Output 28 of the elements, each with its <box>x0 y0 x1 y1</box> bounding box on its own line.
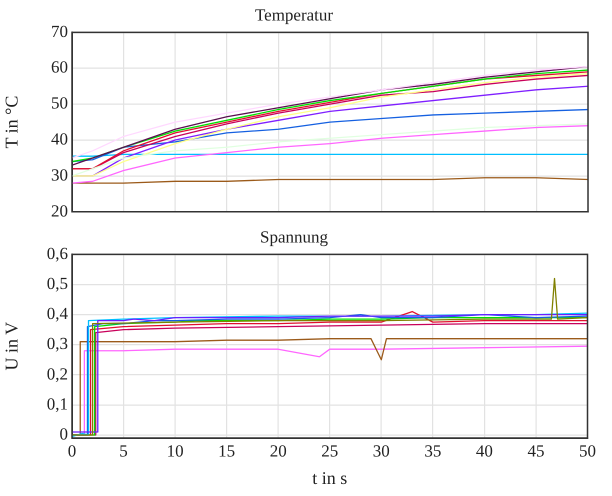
y-tick-label: 30 <box>51 165 68 184</box>
y-tick-label: 0 <box>60 424 68 444</box>
x-tick-label: 5 <box>119 442 128 461</box>
y-tick-label: 20 <box>51 201 68 220</box>
x-tick-label: 15 <box>218 442 236 461</box>
y-tick-label: 0,2 <box>46 364 68 384</box>
x-axis-title: t in s <box>312 468 348 488</box>
y-axis-title: U in V <box>2 322 22 371</box>
y-tick-label: 0,5 <box>46 274 68 293</box>
x-tick-label: 20 <box>270 442 287 461</box>
chart-title: Temperatur <box>254 6 334 25</box>
y-tick-label: 0,3 <box>46 334 68 354</box>
y-tick-label: 60 <box>51 58 68 77</box>
y-axis-title: T in °C <box>2 96 22 149</box>
y-tick-label: 0,4 <box>46 304 68 324</box>
x-tick-label: 25 <box>321 442 338 461</box>
x-tick-label: 45 <box>527 442 544 461</box>
x-tick-label: 35 <box>424 442 442 461</box>
chart-title: Spannung <box>260 228 328 247</box>
y-tick-label: 0,6 <box>46 244 68 263</box>
y-tick-label: 50 <box>51 94 68 113</box>
y-tick-label: 70 <box>51 22 68 41</box>
x-tick-label: 40 <box>476 442 493 461</box>
x-tick-label: 10 <box>166 442 184 461</box>
y-tick-label: 40 <box>51 130 68 149</box>
x-tick-label: 30 <box>372 442 390 461</box>
y-tick-label: 0,1 <box>46 394 68 414</box>
x-tick-label: 50 <box>579 442 596 461</box>
